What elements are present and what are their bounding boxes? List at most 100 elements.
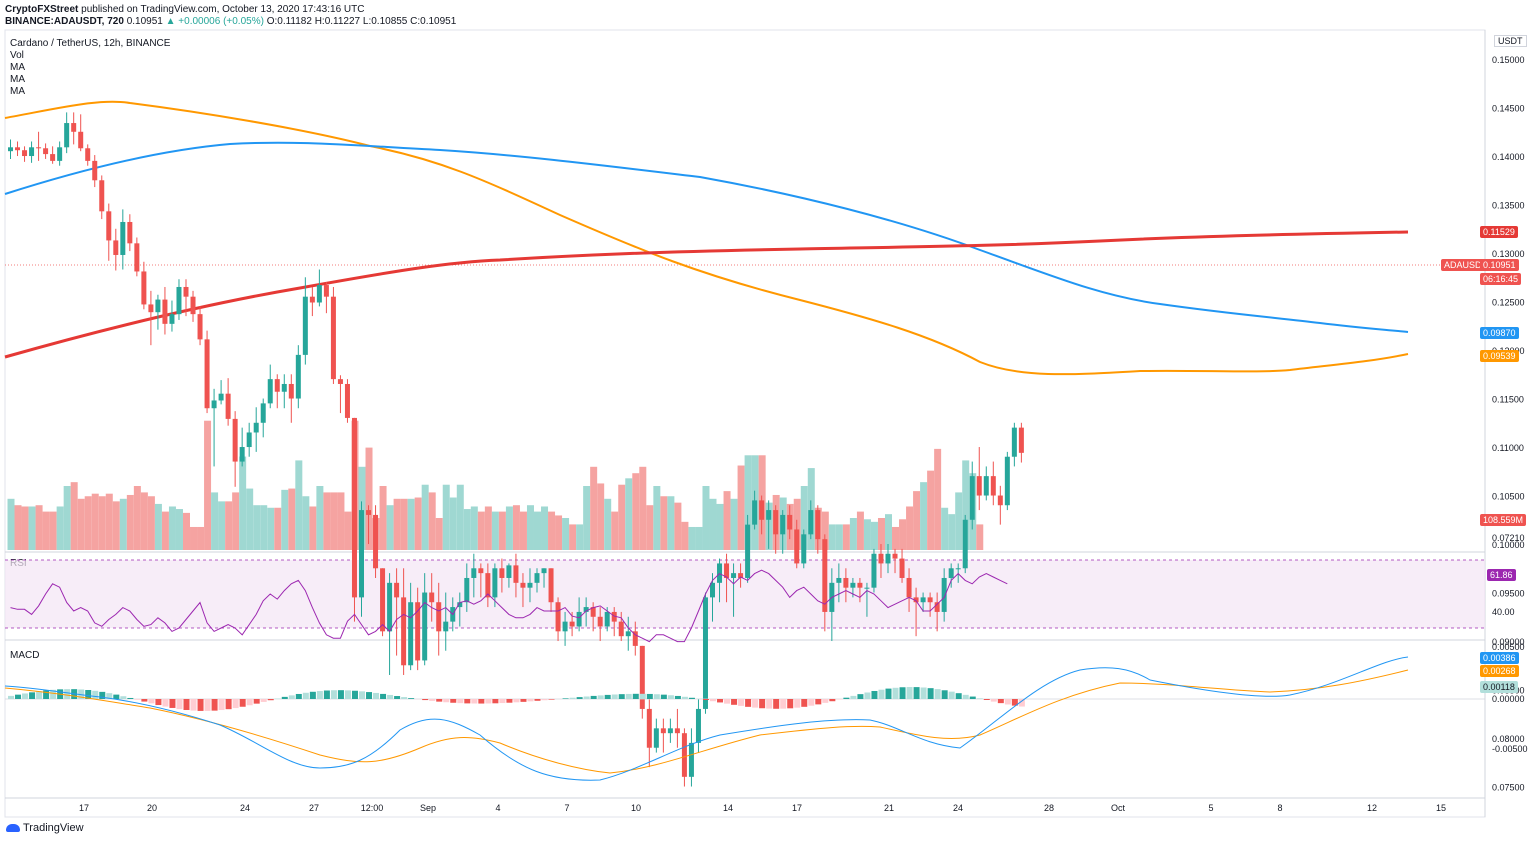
candle-body bbox=[906, 577, 912, 598]
macd-hist-bar bbox=[576, 697, 583, 699]
candle-body bbox=[808, 510, 814, 535]
volume-bar bbox=[112, 501, 120, 550]
candle bbox=[794, 519, 800, 569]
time-tick: 28 bbox=[1044, 803, 1054, 813]
candle-body bbox=[674, 728, 680, 734]
volume-bar bbox=[379, 486, 387, 550]
volume-bar bbox=[7, 498, 15, 550]
macd-hist-bar bbox=[857, 694, 864, 699]
macd-hist-bar bbox=[394, 696, 401, 699]
candle bbox=[492, 563, 498, 608]
volume-bar bbox=[246, 488, 254, 550]
legend-ma-3[interactable]: MA bbox=[10, 86, 25, 97]
candle-body bbox=[64, 123, 70, 148]
candle-body bbox=[429, 592, 435, 603]
candle-body bbox=[885, 553, 891, 564]
volume-bar bbox=[407, 498, 415, 550]
candle-body bbox=[962, 519, 968, 569]
candle-body bbox=[359, 510, 364, 598]
macd-hist-bar bbox=[906, 687, 913, 699]
volume-bar bbox=[611, 511, 619, 550]
macd-hist-bar bbox=[766, 699, 773, 709]
price-tick: 0.07500 bbox=[1492, 783, 1525, 793]
macd-hist-bar bbox=[738, 699, 745, 706]
macd-hist-bar bbox=[246, 699, 253, 706]
candle-body bbox=[1004, 456, 1010, 506]
candle bbox=[1018, 422, 1024, 463]
candle bbox=[295, 345, 301, 409]
macd-hist-bar bbox=[920, 687, 927, 699]
legend-vol[interactable]: Vol bbox=[10, 50, 24, 61]
macd-hist-bar bbox=[541, 699, 548, 701]
candle bbox=[871, 548, 877, 593]
macd-hist-bar bbox=[710, 699, 716, 702]
candle-body bbox=[555, 602, 561, 632]
candle bbox=[906, 568, 912, 612]
candle bbox=[646, 699, 652, 768]
candle-body bbox=[344, 383, 350, 418]
candle bbox=[878, 544, 884, 578]
candle-body bbox=[513, 565, 519, 583]
volume-bar bbox=[892, 526, 900, 550]
candle bbox=[695, 699, 701, 753]
candle-body bbox=[106, 211, 112, 241]
macd-hist-tag: 0.00118 bbox=[1480, 681, 1518, 693]
candle bbox=[190, 290, 196, 322]
macd-hist-bar bbox=[829, 699, 836, 702]
legend-ma-2[interactable]: MA bbox=[10, 74, 25, 85]
candle bbox=[941, 568, 947, 622]
legend-ma-1[interactable]: MA bbox=[10, 62, 25, 73]
volume-bar bbox=[885, 514, 892, 550]
candle bbox=[766, 500, 772, 549]
volume-bar bbox=[175, 509, 183, 550]
chart-title: Cardano / TetherUS, 12h, BINANCE bbox=[10, 38, 171, 49]
candle-body bbox=[141, 271, 147, 305]
candle bbox=[857, 577, 863, 603]
candle-body bbox=[702, 597, 708, 709]
macd-hist-bar bbox=[815, 699, 822, 705]
candle bbox=[885, 544, 891, 574]
rsi-line bbox=[10, 569, 1008, 643]
volume-bar bbox=[147, 496, 155, 550]
candle-body bbox=[611, 611, 617, 622]
candle-body bbox=[822, 539, 828, 612]
candle-body bbox=[632, 631, 638, 646]
volume-bar bbox=[190, 526, 198, 550]
volume-bar bbox=[295, 460, 303, 550]
ma-blue-line bbox=[4, 141, 1409, 333]
macd-hist-bar bbox=[99, 691, 106, 699]
macd-hist-bar bbox=[667, 695, 674, 699]
macd-signal-line bbox=[4, 669, 1409, 774]
macd-label[interactable]: MACD bbox=[10, 650, 40, 661]
volume-bar bbox=[35, 505, 43, 550]
macd-hist-bar bbox=[702, 699, 709, 701]
author[interactable]: CryptoFXStreet bbox=[5, 4, 79, 15]
price-tick: 0.14000 bbox=[1492, 152, 1525, 162]
macd-hist-bar bbox=[330, 690, 337, 699]
candle bbox=[752, 490, 758, 530]
candle bbox=[211, 388, 217, 467]
candle-body bbox=[464, 577, 470, 603]
macd-hist-bar bbox=[106, 693, 113, 699]
volume-bar bbox=[28, 506, 36, 550]
volume-bar bbox=[316, 486, 324, 550]
candle bbox=[520, 573, 526, 608]
macd-hist-bar bbox=[801, 699, 808, 707]
volume-bar bbox=[955, 492, 963, 550]
macd-hist-bar bbox=[267, 699, 274, 701]
tradingview-logo[interactable]: TradingView bbox=[6, 822, 84, 834]
volume-bar bbox=[491, 511, 499, 550]
candle bbox=[134, 237, 140, 277]
macd-hist-bar bbox=[422, 699, 429, 701]
candle-body bbox=[969, 476, 975, 520]
macd-hist-bar bbox=[127, 697, 134, 699]
time-tick: 8 bbox=[1277, 803, 1282, 813]
candles bbox=[8, 112, 1024, 787]
currency-label[interactable]: USDT bbox=[1494, 35, 1527, 47]
macd-hist-bar bbox=[997, 699, 1004, 704]
candle-body bbox=[787, 514, 793, 530]
macd-hist-bar bbox=[927, 688, 934, 699]
candle-body bbox=[801, 534, 807, 564]
time-tick: Oct bbox=[1111, 803, 1126, 813]
